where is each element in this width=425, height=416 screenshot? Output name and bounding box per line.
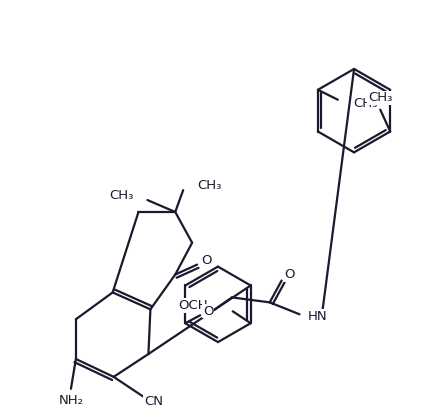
Text: NH₂: NH₂ (58, 394, 83, 407)
Text: CN: CN (144, 395, 163, 408)
Text: CH₃: CH₃ (354, 97, 378, 110)
Text: CH₃: CH₃ (197, 178, 221, 192)
Text: O: O (203, 305, 213, 318)
Text: OCH₃: OCH₃ (178, 299, 213, 312)
Text: CH₃: CH₃ (109, 188, 133, 202)
Text: CH₃: CH₃ (368, 91, 392, 104)
Text: HN: HN (307, 310, 327, 323)
Text: O: O (284, 268, 295, 281)
Text: O: O (201, 254, 211, 267)
